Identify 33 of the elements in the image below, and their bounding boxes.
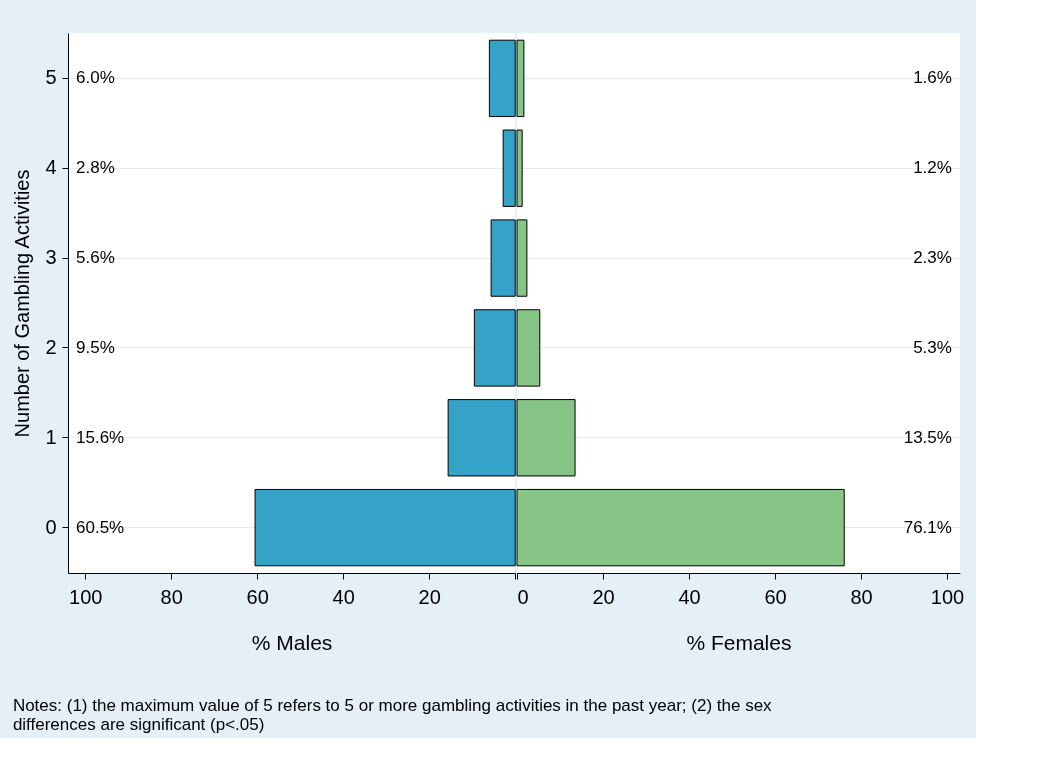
data-label: 13.5% (903, 427, 952, 447)
x-axis-title: % Females (686, 630, 792, 654)
data-label: 1.2% (913, 158, 952, 178)
y-tick-label: 2 (45, 335, 57, 358)
x-tick-label: 40 (332, 585, 355, 608)
data-label: 5.3% (913, 337, 952, 357)
text: Notes: (1) the maximum value of 5 refers to 5 or more gambling activities in the past year; (2) the sex differences are significant (p<.05) (12, 696, 773, 734)
y-tick-label: 4 (45, 156, 57, 179)
y-tick-label: 1 (45, 425, 57, 448)
x-tick-label: 100 (930, 585, 965, 608)
x-tick-label: 60 (764, 585, 787, 608)
x-tick-label: 0 (517, 585, 529, 608)
y-tick-label: 0 (45, 515, 57, 538)
x-tick-label: 20 (592, 585, 615, 608)
x-tick-label: 40 (678, 585, 701, 608)
y-tick-label: 5 (45, 66, 57, 89)
x-tick-label: 100 (69, 585, 103, 608)
x-tick-label: 60 (246, 585, 269, 608)
data-label: 5.6% (76, 248, 115, 268)
data-label: 15.6% (76, 427, 125, 447)
x-tick-label: 20 (418, 585, 441, 608)
x-tick-label: 80 (160, 585, 183, 608)
data-label: 60.5% (76, 517, 125, 537)
x-tick-label: 80 (850, 585, 873, 608)
data-label: 76.1% (903, 517, 952, 537)
data-label: 2.3% (913, 248, 952, 268)
data-label: 9.5% (76, 337, 115, 357)
x-axis-title: % Males (251, 630, 333, 654)
data-label: 2.8% (76, 158, 115, 178)
data-label: 6.0% (76, 68, 115, 88)
data-label: 1.6% (913, 68, 952, 88)
y-axis-title: Number of Gambling Activities (11, 169, 34, 438)
y-tick-label: 3 (45, 246, 57, 269)
